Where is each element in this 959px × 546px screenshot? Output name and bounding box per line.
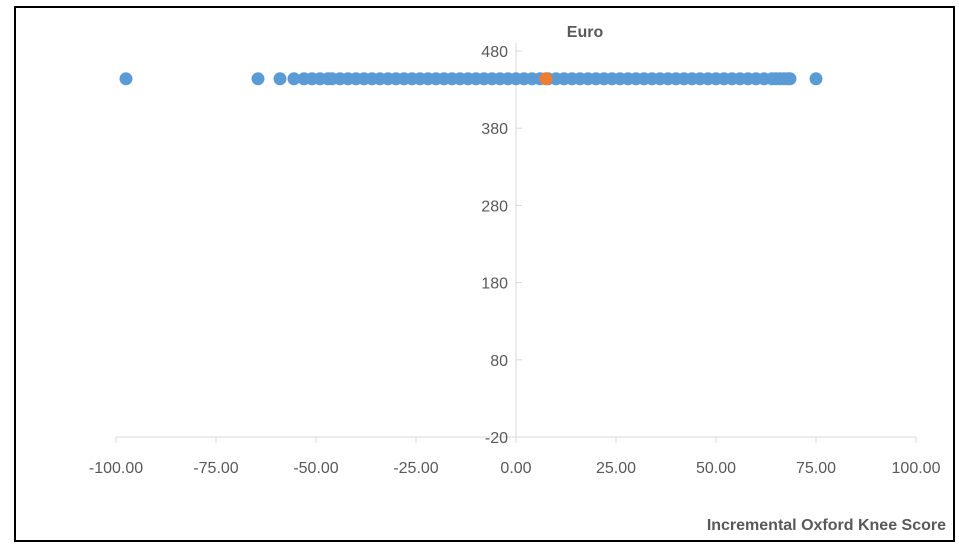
x-tick-label: 25.00 [596, 460, 636, 477]
y-tick-label: -20 [485, 430, 508, 447]
highlight-point [539, 72, 553, 86]
y-tick-label: 80 [490, 353, 508, 370]
data-point [287, 72, 301, 86]
x-tick-label: -25.00 [393, 460, 438, 477]
x-tick-label: -100.00 [89, 460, 143, 477]
y-tick-label: 280 [481, 198, 508, 215]
x-tick-label: -75.00 [193, 460, 238, 477]
data-point [251, 72, 265, 86]
y-tick-label: 480 [481, 44, 508, 61]
x-tick-label: 0.00 [500, 460, 531, 477]
data-point [119, 72, 133, 86]
x-tick-label: 75.00 [796, 460, 836, 477]
axes [115, 43, 917, 443]
data-point [783, 72, 797, 86]
chart-frame [14, 6, 955, 542]
x-tick-labels: -100.00 -75.00 -50.00 -25.00 0.00 25.00 50.00 7… [89, 460, 941, 477]
y-tick-label: 380 [481, 121, 508, 138]
y-axis-title: Euro [567, 24, 604, 41]
x-axis-title: Incremental Oxford Knee Score [707, 517, 946, 534]
data-point [273, 72, 287, 86]
x-tick-label: 100.00 [892, 460, 941, 477]
data-point [809, 72, 823, 86]
y-tick-labels: -20 80 180 280 380 480 [481, 44, 508, 447]
data-points [119, 72, 823, 86]
x-tick-label: 50.00 [696, 460, 736, 477]
y-tick-label: 180 [481, 276, 508, 293]
x-tick-label: -50.00 [293, 460, 338, 477]
